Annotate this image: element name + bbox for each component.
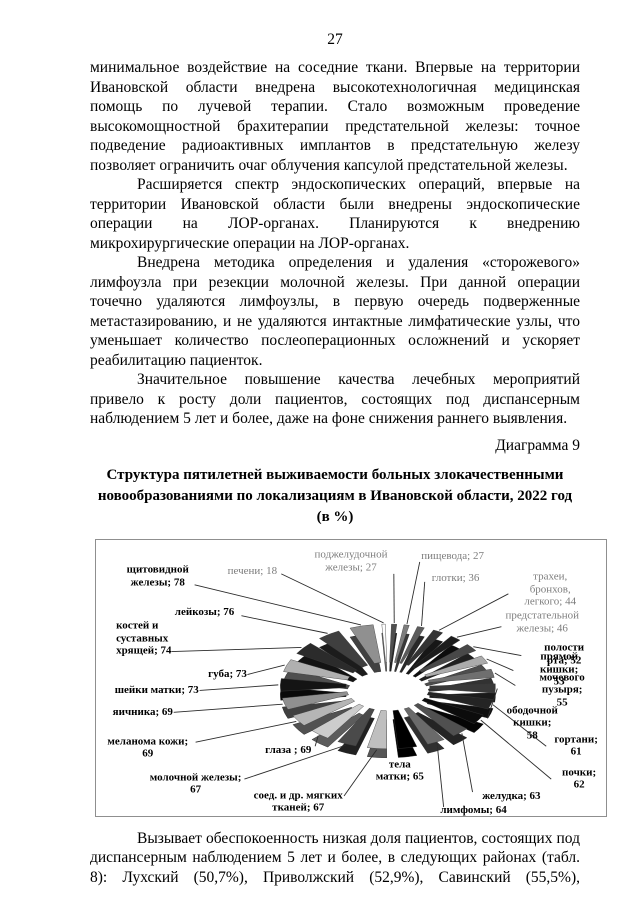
pie-slice	[394, 624, 410, 663]
slice-label: трахеи, бронхов, легкого; 44	[524, 570, 577, 608]
paragraph-endoscopic-operations: Расширяется спектр эндоскопических опера…	[90, 176, 580, 252]
leader-line	[473, 645, 522, 656]
leader-line	[456, 625, 502, 638]
leader-line	[486, 658, 514, 671]
pie-slice	[427, 668, 495, 683]
leader-line	[343, 748, 378, 796]
slice-label: почки; 62	[562, 766, 597, 791]
leader-line	[492, 703, 547, 747]
slice-label: молочной железы; 67	[149, 771, 242, 796]
slice-label: глаза ; 69	[265, 743, 312, 756]
leader-line	[494, 672, 516, 686]
pie-slice	[403, 706, 445, 745]
pie-chart: печени; 18 поджелудочной железы; 27 пищево…	[95, 538, 607, 817]
pie-slice	[366, 709, 387, 749]
slice-label: поджелудочной железы; 27	[314, 548, 388, 574]
slice-label: предстательной железы; 46	[505, 609, 580, 635]
pie-slice	[392, 709, 418, 749]
slice-label: гортани; 61	[554, 733, 598, 758]
pie-slice	[349, 623, 382, 664]
pie-slice	[389, 623, 398, 662]
pie-slice	[292, 697, 356, 726]
slice-label: пищевода; 27	[421, 550, 484, 563]
slice-label: мочевого пузыря; 55	[539, 671, 585, 709]
pie-slice	[280, 677, 347, 691]
leader-line	[247, 664, 285, 675]
leader-line	[199, 683, 279, 691]
leader-line	[314, 734, 319, 746]
leader-line	[436, 742, 445, 807]
slice-label: печени; 18	[227, 565, 278, 578]
pie-slice-side	[311, 712, 365, 747]
leader-line	[281, 573, 384, 623]
slice-label: тела матки; 65	[375, 758, 424, 783]
leader-line	[438, 592, 509, 631]
paragraph-sentinel-lymph-node: Внедрена методика определения и удаления…	[90, 254, 580, 369]
pie-chart-svg	[171, 561, 552, 807]
slice-label: лейкозы; 76	[174, 605, 235, 618]
pie-slice	[337, 707, 375, 746]
leader-line	[195, 720, 297, 743]
leader-line	[461, 732, 473, 792]
slice-label: щитовидной железы; 78	[126, 563, 189, 589]
pie-slice	[283, 658, 351, 680]
paragraph-low-share-districts: Вызывает обеспокоенность низкая доля пац…	[90, 829, 580, 886]
slice-label: меланома кожи; 69	[107, 735, 189, 760]
leader-line	[480, 719, 552, 779]
pie-slice-side	[413, 711, 468, 745]
pie-slice	[311, 703, 365, 738]
leader-line	[487, 687, 498, 718]
slice-label: соед. и др. мягких тканей; 67	[253, 789, 343, 814]
pie-slice	[412, 635, 461, 668]
leader-line	[173, 703, 283, 713]
pie-slice	[399, 625, 425, 664]
pie-slice	[296, 642, 358, 673]
slice-label: ободочной кишки; 58	[506, 704, 558, 742]
slice-label: губа; 73	[208, 667, 247, 680]
slice-label: яичника; 69	[112, 705, 173, 718]
pie-slice	[424, 655, 488, 677]
leader-line	[244, 744, 347, 780]
pie-slice	[381, 623, 387, 662]
leader-line	[406, 561, 421, 624]
leader-line	[171, 646, 302, 652]
slice-label: костей и суставных хрящей; 74	[116, 619, 172, 657]
pie-slice	[405, 629, 444, 666]
pie-slice	[429, 683, 496, 693]
pie-slice	[418, 643, 477, 672]
pie-slice	[413, 702, 468, 736]
paragraph-radiation-therapy: минимальное воздействие на соседние ткан…	[90, 59, 580, 174]
page-number: 27	[327, 31, 343, 48]
pie-slice	[421, 697, 484, 724]
leader-line	[241, 614, 328, 634]
slice-label: желудка; 63	[482, 789, 541, 802]
slice-label: лимфомы; 64	[440, 803, 507, 816]
leader-line	[421, 581, 426, 626]
paragraph-quality-improvement: Значительное повышение качества лечебных…	[90, 371, 580, 427]
slice-label: полости рта; 52	[544, 641, 585, 667]
diagram-caption: Диаграмма 9	[495, 436, 580, 454]
slice-label: шейки матки; 73	[114, 683, 199, 696]
leader-line	[194, 583, 362, 625]
chart-title: Структура пятилетней выживаемости больны…	[97, 466, 573, 525]
pie-slice	[282, 690, 349, 710]
pie-slice	[426, 691, 494, 709]
slice-label: прямой кишки; 53	[540, 650, 579, 688]
pie-slice	[319, 630, 369, 668]
slice-label: глотки; 36	[431, 572, 480, 585]
